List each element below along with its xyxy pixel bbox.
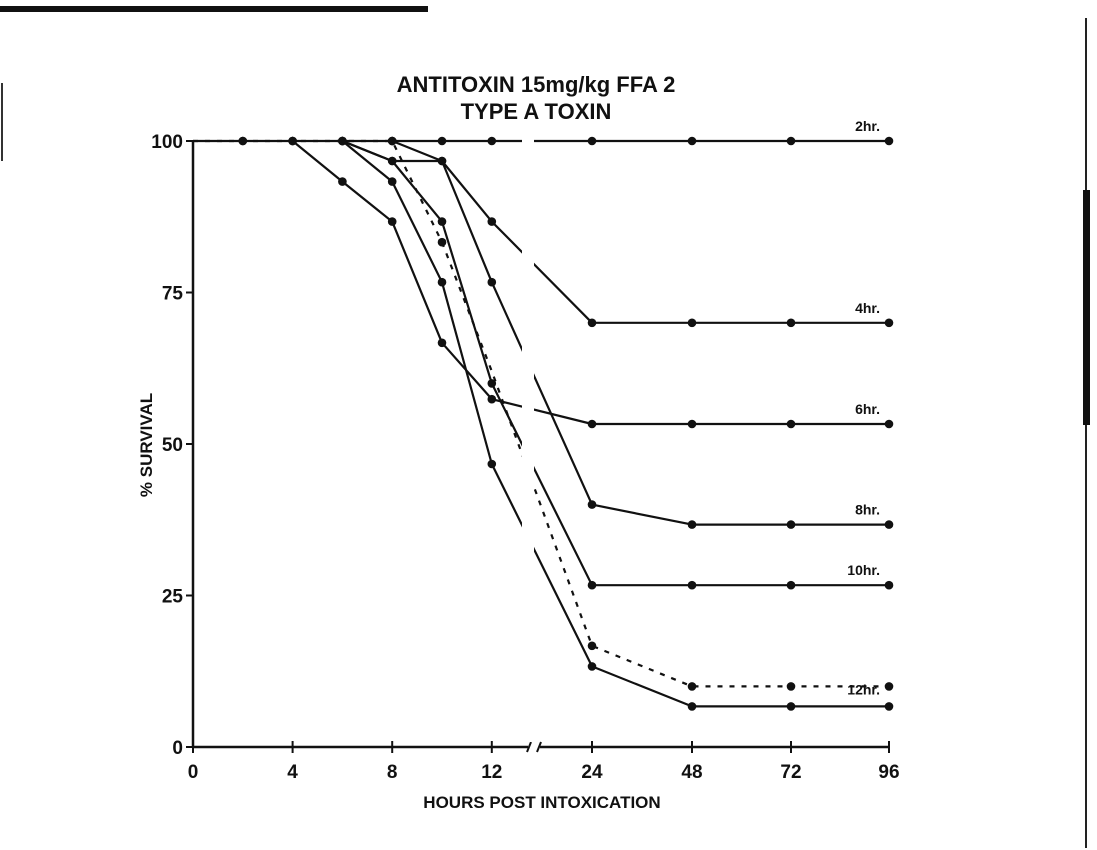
chart-subtitle: TYPE A TOXIN [461,99,612,124]
data-point [487,394,497,404]
scan-border-left [1,83,3,161]
data-point [786,702,796,711]
series-2hr [193,136,894,146]
data-point [487,379,497,388]
data-point [338,177,347,186]
data-point [387,177,397,186]
data-point [786,682,796,691]
y-tick-label: 25 [162,587,184,608]
data-point [338,136,347,146]
x-tick-label: 4 [287,762,298,783]
data-point [487,217,497,226]
axis-break-gap [522,130,534,742]
data-point [884,419,894,429]
series-line [193,139,889,688]
series-label: 2hr. [855,118,880,134]
data-point [687,682,697,691]
data-point [587,419,597,429]
series-label: 6hr. [855,401,880,417]
series-line [391,139,889,324]
data-point [387,136,397,146]
x-tick-label: 8 [387,762,398,783]
x-tick-label: 0 [188,762,199,783]
data-point [238,136,248,146]
series-dashed [193,136,894,691]
scan-border-right [1085,18,1087,848]
data-point [587,500,597,509]
data-point [786,136,796,146]
data-point [786,580,796,590]
x-tick-label: 24 [581,762,603,783]
y-tick-label: 75 [162,284,184,305]
chart-title: ANTITOXIN 15mg/kg FFA 2 [397,72,676,97]
x-tick-label: 96 [878,762,899,783]
series-label: 8hr. [855,502,880,518]
series-line [341,139,889,587]
data-point [786,419,796,429]
data-point [687,419,697,429]
data-point [884,318,894,328]
data-point [587,580,597,590]
y-tick-label: 100 [151,132,183,153]
x-tick-label: 12 [481,762,502,783]
data-point [786,318,796,328]
y-axis-label: % SURVIVAL [137,393,156,497]
data-point [884,520,894,529]
data-point [884,682,894,691]
data-point [884,580,894,590]
scan-border-top [0,6,428,12]
data-point [687,318,697,328]
x-tick-label: 72 [780,762,801,783]
series-label: 12hr. [847,681,880,697]
series-line [341,140,889,708]
data-point [687,136,697,146]
axis-break-mark [526,741,532,753]
data-point [587,318,597,328]
data-point [687,520,697,529]
data-point [437,136,447,146]
data-point [437,217,447,226]
data-point [288,136,297,146]
data-point [587,641,597,651]
data-point [437,156,447,166]
data-point [437,338,447,348]
series-line [291,140,889,426]
data-point [884,702,894,711]
y-tick-label: 50 [162,435,183,456]
data-point [884,136,894,146]
data-point [387,156,397,166]
data-point [487,136,497,146]
axis-break-mark [536,741,542,753]
data-point [587,136,597,146]
x-axis-label: HOURS POST INTOXICATION [423,793,660,812]
series-label: 10hr. [847,562,880,578]
data-point [487,459,497,469]
data-point [687,702,697,711]
data-point [437,237,447,247]
data-point [786,520,796,529]
series-10hr [338,136,894,590]
y-tick-label: 0 [172,738,183,759]
data-point [687,580,697,590]
scan-border-right-thick [1083,190,1090,425]
data-point [437,277,447,287]
data-point [387,217,397,226]
series-label: 4hr. [855,300,880,316]
x-tick-label: 48 [681,762,702,783]
data-point [487,277,497,287]
series-6hr [288,136,894,429]
data-point [587,662,597,671]
series-line [341,139,889,526]
